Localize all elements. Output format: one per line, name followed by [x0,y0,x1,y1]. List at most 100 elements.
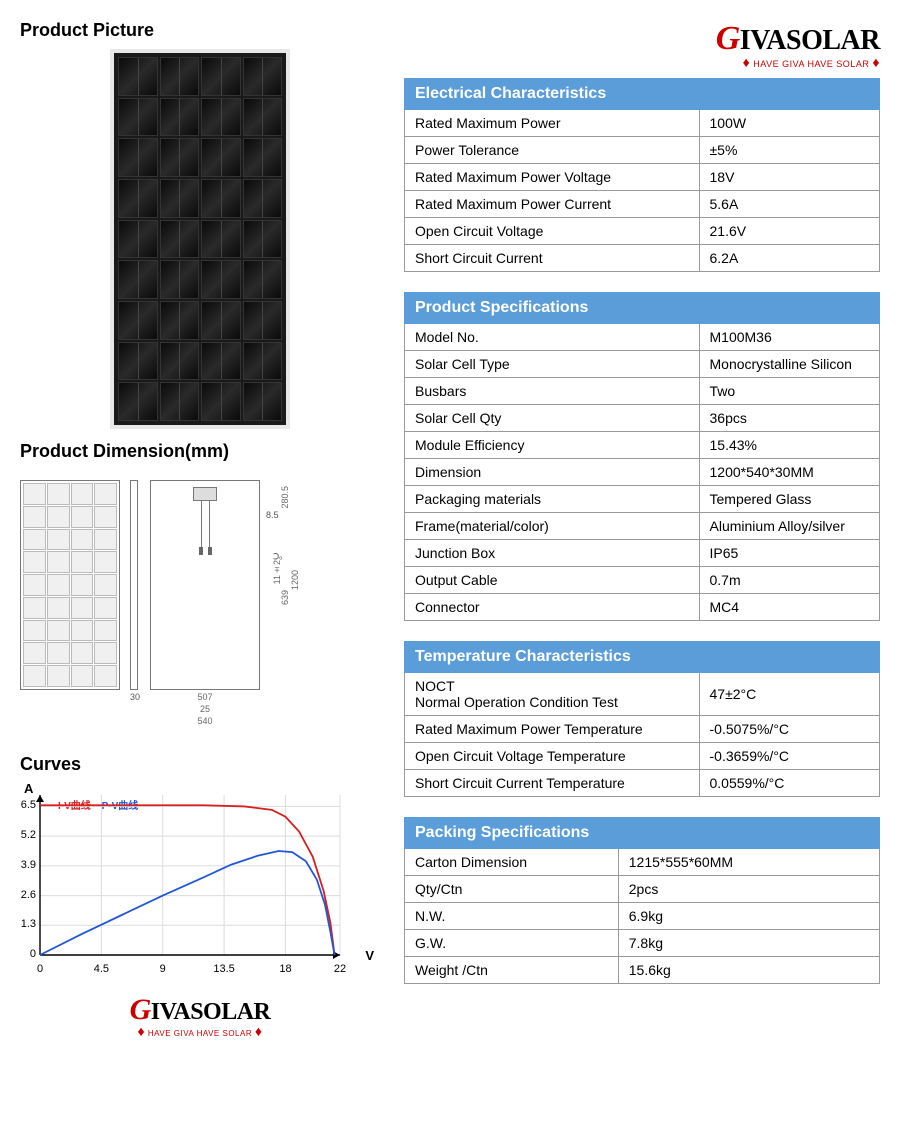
table-row: Open Circuit Voltage21.6V [405,218,880,245]
chart-canvas [40,795,340,955]
table-row: Rated Maximum Power Temperature-0.5075%/… [405,716,880,743]
spec-label: G.W. [405,930,619,957]
brand-logo-header: GIVASOLAR ♦ HAVE GIVA HAVE SOLAR ♦ [404,20,880,70]
spec-value: IP65 [699,540,880,567]
dimension-drawings: 30 507 25 540 280.5 8 [20,480,380,726]
table-row: NOCT Normal Operation Condition Test47±2… [405,673,880,716]
table-row: Model No.M100M36 [405,324,880,351]
table-header: Temperature Characteristics [405,642,880,673]
spec-value: 0.0559%/°C [699,770,880,797]
spec-value: 15.43% [699,432,880,459]
spec-label: Qty/Ctn [405,876,619,903]
table-row: Frame(material/color)Aluminium Alloy/sil… [405,513,880,540]
spec-label: Junction Box [405,540,700,567]
chart-y-tick: 5.2 [16,829,36,841]
spec-value: Aluminium Alloy/silver [699,513,880,540]
logo-rest: IVASOLAR [740,25,880,56]
flame-icon: ♦ [743,54,751,70]
spec-label: Rated Maximum Power [405,110,700,137]
chart-x-axis-label: V [365,948,374,963]
spec-label: Output Cable [405,567,700,594]
table-row: Rated Maximum Power Current5.6A [405,191,880,218]
iv-pv-chart: A V I-V曲线 P-V曲线 01.32.63.95.26.5 04.5913… [40,783,360,973]
heading-product-dimension: Product Dimension(mm) [20,441,380,462]
temperature-characteristics-table: Temperature Characteristics NOCT Normal … [404,641,880,797]
spec-value: 36pcs [699,405,880,432]
spec-label: Busbars [405,378,700,405]
dim-label-540: 540 [198,716,213,726]
chart-x-tick: 4.5 [89,963,113,975]
spec-label: Module Efficiency [405,432,700,459]
chart-x-tick: 9 [151,963,175,975]
electrical-characteristics-table: Electrical Characteristics Rated Maximum… [404,78,880,272]
spec-label: Rated Maximum Power Current [405,191,700,218]
table-row: Junction BoxIP65 [405,540,880,567]
spec-value: 1200*540*30MM [699,459,880,486]
chart-x-tick: 0 [28,963,52,975]
spec-value: 100W [699,110,880,137]
chart-y-tick: 6.5 [16,799,36,811]
flame-icon: ♦ [137,1023,145,1039]
spec-value: Monocrystalline Silicon [699,351,880,378]
spec-value: 6.9kg [618,903,879,930]
heading-product-picture: Product Picture [20,20,380,41]
chart-y-tick: 0 [16,948,36,960]
table-row: Rated Maximum Power Voltage18V [405,164,880,191]
table-row: Solar Cell Qty36pcs [405,405,880,432]
table-row: N.W.6.9kg [405,903,880,930]
brand-logo-footer: GIVASOLAR ♦ HAVE GIVA HAVE SOLAR ♦ [20,993,380,1039]
dim-label-depth: 30 [130,692,140,702]
logo-rest: IVASOLAR [151,999,271,1025]
dim-label-280: 280.5 [280,486,290,509]
logo-tagline: HAVE GIVA HAVE SOLAR [148,1029,252,1038]
chart-x-tick: 13.5 [212,963,236,975]
logo-letter-g: G [130,993,151,1026]
spec-label: Connector [405,594,700,621]
spec-value: 5.6A [699,191,880,218]
table-row: Packaging materialsTempered Glass [405,486,880,513]
table-row: Dimension1200*540*30MM [405,459,880,486]
flame-icon: ♦ [255,1023,263,1039]
spec-label: Open Circuit Voltage [405,218,700,245]
table-row: Weight /Ctn15.6kg [405,957,880,984]
table-row: G.W.7.8kg [405,930,880,957]
spec-value: 15.6kg [618,957,879,984]
flame-icon: ♦ [872,54,880,70]
table-row: BusbarsTwo [405,378,880,405]
logo-tagline: HAVE GIVA HAVE SOLAR [753,59,869,69]
packing-specifications-table: Packing Specifications Carton Dimension1… [404,817,880,984]
table-row: Qty/Ctn2pcs [405,876,880,903]
spec-label: Power Tolerance [405,137,700,164]
spec-value: 1215*555*60MM [618,849,879,876]
table-header: Packing Specifications [405,818,880,849]
spec-value: ±5% [699,137,880,164]
table-row: ConnectorMC4 [405,594,880,621]
table-row: Solar Cell TypeMonocrystalline Silicon [405,351,880,378]
table-row: Short Circuit Current Temperature0.0559%… [405,770,880,797]
spec-value: 0.7m [699,567,880,594]
dim-label-8-5: 8.5 [266,510,279,520]
table-row: Rated Maximum Power100W [405,110,880,137]
dimension-back-view [150,480,260,690]
spec-label: Packaging materials [405,486,700,513]
dim-label-11c: 11±2℃ [272,550,282,584]
spec-value: M100M36 [699,324,880,351]
table-header: Product Specifications [405,293,880,324]
spec-label: NOCT Normal Operation Condition Test [405,673,700,716]
spec-label: Frame(material/color) [405,513,700,540]
dim-label-25: 25 [200,704,210,714]
spec-value: 2pcs [618,876,879,903]
spec-label: Short Circuit Current [405,245,700,272]
table-row: Module Efficiency15.43% [405,432,880,459]
table-row: Carton Dimension1215*555*60MM [405,849,880,876]
spec-label: Carton Dimension [405,849,619,876]
spec-label: Rated Maximum Power Voltage [405,164,700,191]
spec-label: Model No. [405,324,700,351]
spec-label: Rated Maximum Power Temperature [405,716,700,743]
spec-label: Dimension [405,459,700,486]
spec-value: MC4 [699,594,880,621]
spec-value: Two [699,378,880,405]
spec-label: Solar Cell Qty [405,405,700,432]
chart-y-tick: 2.6 [16,889,36,901]
dim-label-1200: 1200 [290,570,300,590]
